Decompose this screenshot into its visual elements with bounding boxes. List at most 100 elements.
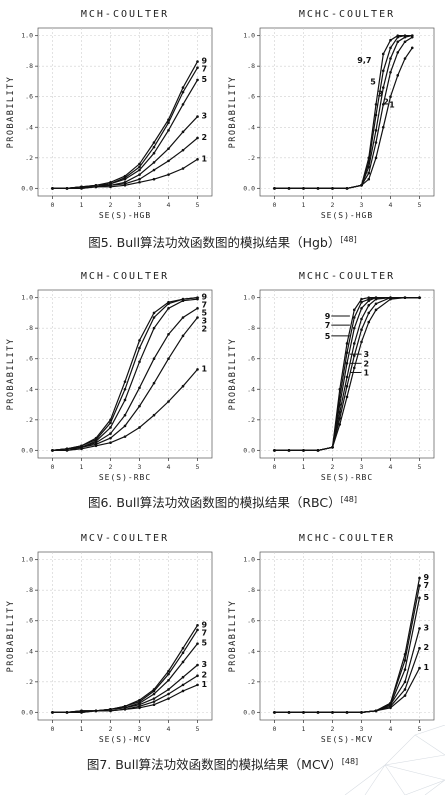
data-point — [360, 184, 363, 187]
data-point — [287, 187, 291, 190]
data-point — [273, 449, 276, 452]
y-tick-label: 1.0 — [243, 294, 255, 302]
series-5 — [273, 296, 421, 452]
data-point — [367, 303, 371, 307]
data-point — [389, 46, 392, 50]
data-point — [345, 187, 349, 190]
series-label: 3 — [202, 112, 208, 121]
series-line — [52, 137, 198, 189]
series-label: 9 — [325, 312, 331, 321]
series-label: 5 — [202, 75, 208, 84]
data-point — [152, 161, 156, 164]
y-axis-label: PROBABILITY — [228, 600, 238, 673]
data-point — [80, 711, 83, 714]
series-label: 9 — [202, 620, 208, 629]
data-point — [381, 52, 385, 56]
data-point — [418, 646, 421, 650]
series-5 — [51, 642, 199, 714]
data-point — [374, 156, 378, 160]
data-point — [152, 316, 156, 319]
data-point — [152, 703, 156, 707]
data-point — [167, 669, 170, 673]
series-label: 9 — [202, 57, 208, 66]
data-point — [109, 421, 112, 425]
data-point — [287, 711, 291, 714]
x-tick-label: 2 — [109, 201, 113, 209]
x-tick-label: 4 — [167, 201, 171, 209]
series-label: 7 — [202, 628, 208, 637]
data-point — [331, 446, 334, 449]
data-point — [181, 689, 185, 693]
data-point — [302, 449, 305, 452]
x-tick-label: 2 — [331, 725, 335, 733]
chart-svg: MCH-COULTER PROBABILITY SE(S)-RBC 0.0 .2 .4 .6… — [6, 271, 213, 482]
data-point — [196, 136, 199, 140]
data-point — [152, 697, 156, 700]
series-2 — [273, 35, 414, 190]
data-point — [65, 449, 69, 452]
y-tick-label: .8 — [247, 62, 255, 70]
x-tick-label: 3 — [138, 725, 142, 733]
data-point — [167, 302, 170, 306]
series-line — [274, 36, 413, 189]
data-point — [381, 69, 385, 73]
chart-mchc-hgb: MCHC-COULTER PROBABILITY SE(S)-HGB 0.0 .2 .4.… — [222, 0, 444, 222]
data-point — [167, 159, 170, 163]
y-tick-label: 0.0 — [21, 184, 33, 192]
series-9-7 — [273, 34, 414, 190]
series-label: 1 — [389, 100, 395, 109]
series-7 — [51, 296, 199, 452]
x-tick-label: 3 — [138, 201, 142, 209]
data-point — [389, 95, 392, 99]
series-line — [274, 296, 420, 451]
y-axis-label: PROBABILITY — [6, 338, 16, 411]
data-point — [418, 596, 421, 600]
series-label: 1 — [202, 680, 208, 689]
y-tick-label: .2 — [25, 678, 33, 686]
data-point — [181, 90, 185, 94]
series-label: 2 — [202, 133, 208, 142]
series-label: 3 — [377, 90, 383, 99]
data-point — [360, 317, 363, 321]
y-tick-label: .6 — [247, 355, 255, 363]
data-point — [338, 410, 342, 414]
x-axis-label: SE(S)-HGB — [321, 211, 373, 220]
data-point — [123, 177, 127, 181]
series-label: 1 — [424, 663, 430, 672]
data-point — [338, 403, 342, 406]
x-tick-label: 3 — [360, 463, 364, 471]
data-point — [360, 340, 363, 344]
y-axis-label: PROBABILITY — [228, 338, 238, 411]
y-tick-label: .4 — [25, 647, 33, 655]
data-point — [196, 297, 199, 301]
data-point — [410, 46, 414, 50]
data-point — [167, 678, 170, 682]
data-point — [181, 334, 185, 338]
data-point — [403, 296, 407, 299]
data-point — [367, 311, 371, 315]
data-point — [152, 381, 156, 385]
series-label: 2 — [202, 671, 208, 680]
series-label: 3 — [424, 623, 430, 632]
decorative-mesh — [344, 725, 445, 795]
data-point — [196, 78, 199, 82]
series-label: 3 — [364, 350, 370, 359]
x-tick-label: 0 — [51, 201, 55, 209]
x-tick-label: 0 — [273, 725, 277, 733]
x-tick-label: 4 — [389, 725, 393, 733]
data-point — [196, 624, 199, 627]
data-point — [167, 400, 170, 403]
series-label: 7 — [325, 321, 331, 330]
y-tick-label: 0.0 — [21, 708, 33, 716]
caption-ref: [48] — [341, 756, 359, 766]
data-point — [196, 307, 199, 310]
data-point — [152, 689, 156, 693]
y-tick-label: 0.0 — [243, 446, 255, 454]
y-axis-label: PROBABILITY — [6, 76, 16, 149]
data-point — [352, 342, 356, 345]
series-label: 3 — [202, 317, 208, 326]
x-axis-label: SE(S)-HGB — [99, 211, 151, 220]
series-line — [52, 624, 199, 713]
chart-svg: MCH-COULTER PROBABILITY SE(S)-HGB 0.0 .2 .4 .6… — [6, 9, 213, 220]
series-label: 5 — [202, 309, 208, 318]
